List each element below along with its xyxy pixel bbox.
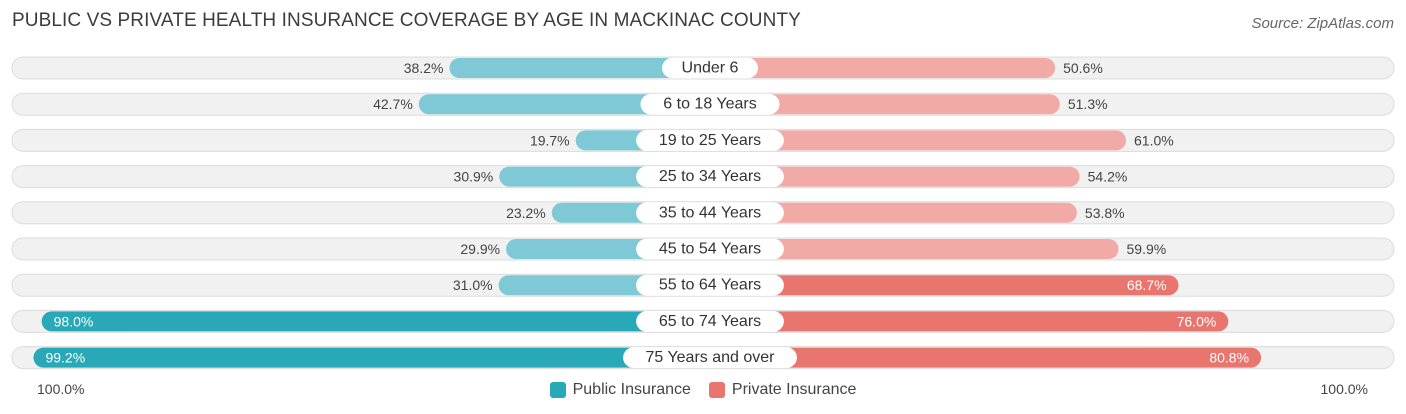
- private-value-label: 54.2%: [1088, 169, 1128, 185]
- private-value-label: 51.3%: [1068, 96, 1108, 112]
- private-bar: [710, 166, 1080, 187]
- category-label: 35 to 44 Years: [659, 204, 761, 221]
- category-label: Under 6: [682, 60, 739, 77]
- private-value-label: 80.8%: [1209, 350, 1249, 366]
- public-bar: [418, 94, 710, 115]
- private-bar: [710, 58, 1056, 78]
- category-label: 6 to 18 Years: [663, 96, 756, 113]
- legend-item-private: Private Insurance: [708, 381, 857, 399]
- legend-item-public: Public Insurance: [549, 381, 691, 399]
- legend-label-private: Private Insurance: [731, 381, 857, 398]
- private-bar: [710, 347, 1262, 368]
- legend-swatch-private: [708, 382, 725, 398]
- chart-title: PUBLIC VS PRIVATE HEALTH INSURANCE COVER…: [12, 10, 801, 31]
- private-value-label: 76.0%: [1177, 313, 1217, 329]
- public-bar: [449, 58, 710, 78]
- category-pill: [636, 129, 784, 151]
- axis-right-label: 100.0%: [1320, 381, 1368, 397]
- category-label: 19 to 25 Years: [659, 132, 761, 149]
- source-note: Source: ZipAtlas.com: [1251, 15, 1394, 32]
- category-label: 75 Years and over: [646, 349, 776, 366]
- public-value-label: 98.0%: [54, 313, 94, 329]
- category-pill: [636, 274, 784, 296]
- category-pill: [636, 202, 784, 224]
- private-value-label: 59.9%: [1127, 241, 1167, 257]
- category-pill: [623, 347, 797, 369]
- category-pill: [636, 166, 784, 188]
- private-bar: [710, 130, 1127, 151]
- public-bar: [33, 347, 711, 368]
- private-bar: [710, 275, 1179, 296]
- public-value-label: 30.9%: [454, 169, 494, 185]
- public-bar: [41, 311, 710, 332]
- axis-left-label: 100.0%: [37, 381, 85, 397]
- public-value-label: 23.2%: [506, 205, 546, 221]
- category-pill: [640, 93, 780, 115]
- category-pill: [662, 57, 758, 79]
- public-value-label: 38.2%: [404, 60, 444, 76]
- category-pill: [636, 238, 784, 260]
- private-bar: [710, 202, 1077, 223]
- public-value-label: 31.0%: [453, 277, 493, 293]
- legend: Public Insurance Private Insurance: [0, 379, 1406, 401]
- private-bar: [710, 239, 1119, 259]
- private-value-label: 53.8%: [1085, 205, 1125, 221]
- category-label: 65 to 74 Years: [659, 313, 761, 330]
- public-value-label: 42.7%: [373, 96, 413, 112]
- category-label: 45 to 54 Years: [659, 241, 761, 258]
- legend-swatch-public: [549, 382, 566, 398]
- public-value-label: 29.9%: [460, 241, 500, 257]
- private-value-label: 61.0%: [1134, 132, 1174, 148]
- category-label: 55 to 64 Years: [659, 277, 761, 294]
- category-label: 25 to 34 Years: [659, 168, 761, 185]
- private-bar: [710, 94, 1060, 115]
- category-pill: [636, 310, 784, 332]
- private-value-label: 68.7%: [1127, 277, 1167, 293]
- public-value-label: 99.2%: [45, 350, 85, 366]
- public-value-label: 19.7%: [530, 132, 570, 148]
- private-value-label: 50.6%: [1063, 60, 1103, 76]
- private-bar: [710, 311, 1229, 332]
- legend-label-public: Public Insurance: [572, 381, 691, 398]
